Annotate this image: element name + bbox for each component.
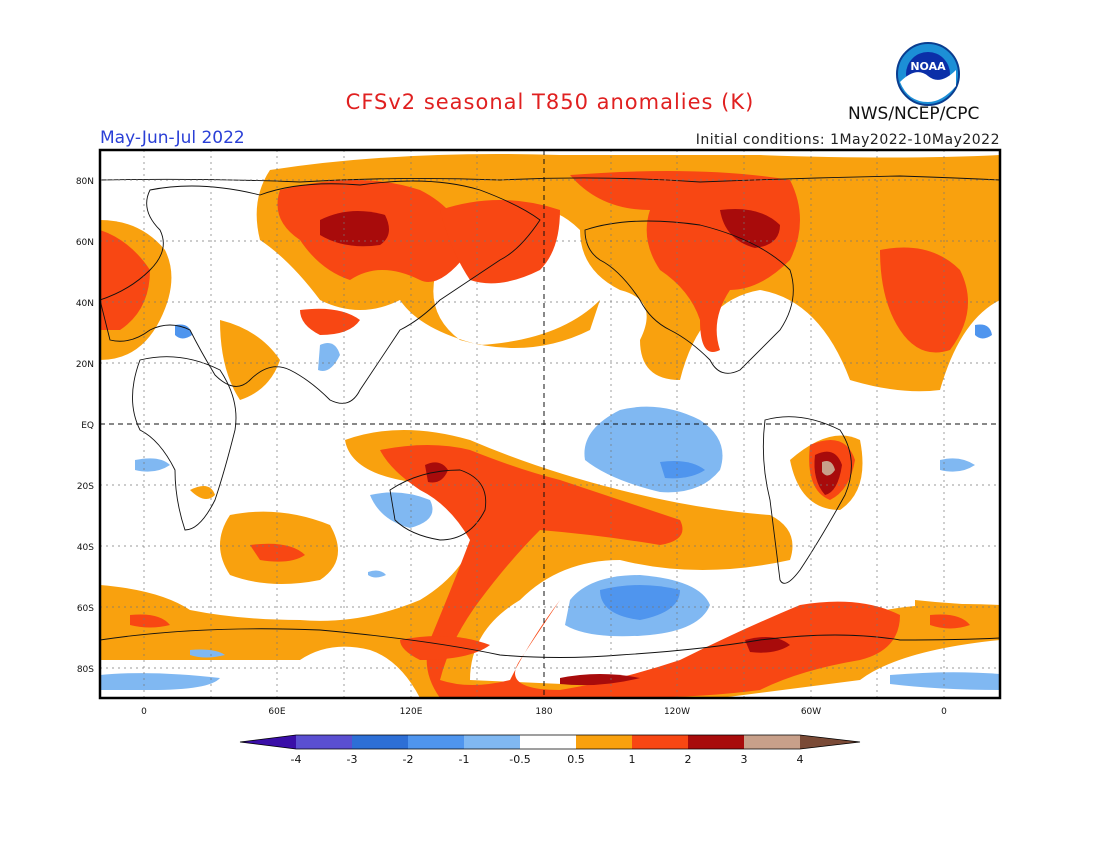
longitude-labels: 0 60E 120E 180 120W 60W 0 [141, 707, 947, 717]
colorbar-arrow-right [800, 735, 860, 749]
lon-label: 0 [941, 707, 947, 717]
lon-label: 180 [535, 707, 552, 717]
anomaly-field [100, 154, 1000, 698]
colorbar-label: -4 [291, 753, 302, 766]
lat-label: 20N [76, 360, 94, 370]
colorbar-swatch [576, 735, 632, 749]
season-label: May-Jun-Jul 2022 [100, 128, 245, 148]
agency-label: NWS/NCEP/CPC [848, 104, 980, 124]
coastlines [100, 175, 1000, 658]
lat-label: 40N [76, 299, 94, 309]
lat-label: EQ [81, 421, 94, 431]
chart-title: CFSv2 seasonal T850 anomalies (K) [345, 90, 755, 114]
lat-label: 80S [77, 665, 94, 675]
colorbar-swatch [688, 735, 744, 749]
graticule [100, 150, 1000, 698]
colorbar-swatch [464, 735, 520, 749]
colorbar-labels: -4 -3 -2 -1 -0.5 0.5 1 2 3 4 [291, 753, 804, 766]
colorbar-label: -2 [403, 753, 414, 766]
latitude-labels: 80N 60N 40N 20N EQ 20S 40S 60S 80S [76, 177, 94, 675]
anomaly-3-4-regions [822, 461, 835, 476]
lon-label: 0 [141, 707, 147, 717]
colorbar-swatch [744, 735, 800, 749]
colorbar-swatch [520, 735, 576, 749]
colorbar-label: 2 [685, 753, 692, 766]
noaa-logo-icon: NOAA [896, 42, 960, 106]
lon-label: 60W [801, 707, 821, 717]
colorbar-swatch [296, 735, 352, 749]
lon-label: 120E [400, 707, 423, 717]
anomaly-neg-1-2-regions [175, 324, 992, 620]
colorbar-label: -0.5 [509, 753, 530, 766]
colorbar-label: 4 [797, 753, 804, 766]
colorbar-arrow-left [240, 735, 296, 749]
colorbar-swatch [408, 735, 464, 749]
map-frame [98, 148, 1002, 700]
colorbar-label: 3 [741, 753, 748, 766]
lat-label: 40S [77, 543, 94, 553]
lat-label: 20S [77, 482, 94, 492]
colorbar-swatch [352, 735, 408, 749]
lat-label: 60N [76, 238, 94, 248]
lat-label: 60S [77, 604, 94, 614]
lat-label: 80N [76, 177, 94, 187]
colorbar-label: -1 [459, 753, 470, 766]
colorbar-label: 0.5 [567, 753, 585, 766]
colorbar-label: 1 [629, 753, 636, 766]
colorbar: -4 -3 -2 -1 -0.5 0.5 1 2 3 4 [239, 734, 861, 766]
reference-lines [100, 150, 1000, 698]
lon-label: 120W [664, 707, 690, 717]
logo-text: NOAA [910, 60, 946, 73]
lon-label: 60E [268, 707, 285, 717]
anomaly-2-3-regions [320, 209, 842, 686]
initial-conditions: Initial conditions: 1May2022-10May2022 [695, 132, 1000, 148]
colorbar-label: -3 [347, 753, 358, 766]
colorbar-swatch [632, 735, 688, 749]
